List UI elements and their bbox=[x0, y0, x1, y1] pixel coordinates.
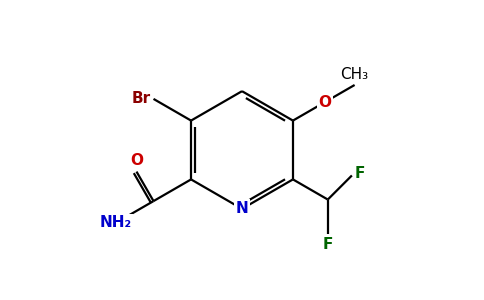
Text: N: N bbox=[236, 201, 248, 216]
Text: F: F bbox=[355, 167, 365, 182]
Text: CH₃: CH₃ bbox=[341, 67, 369, 82]
Text: Br: Br bbox=[131, 92, 151, 106]
Text: NH₂: NH₂ bbox=[100, 215, 132, 230]
Text: O: O bbox=[318, 94, 332, 110]
Text: O: O bbox=[130, 154, 143, 169]
Text: F: F bbox=[323, 237, 333, 252]
